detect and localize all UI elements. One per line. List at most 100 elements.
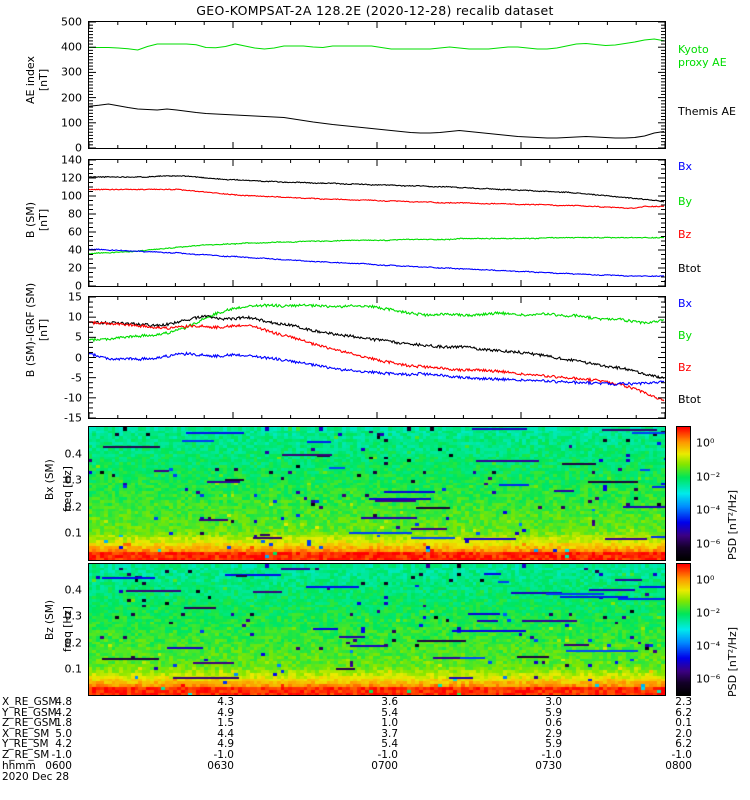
panel-bz-spectrogram[interactable] (88, 563, 666, 696)
ephemeris-value: 4.4 (217, 727, 234, 740)
yaxis-tick-label: -10 (64, 391, 82, 405)
colorbar-bz-label: PSD [nT²/Hz] (726, 626, 739, 697)
ephemeris-value: 4.2 (55, 706, 72, 719)
ephemeris-value: 0.1 (675, 717, 692, 730)
bz-spectrogram-image (89, 564, 665, 695)
ephemeris-row-label: Y_RE_GSM (2, 706, 57, 719)
panel-b-sm-minus-igrf[interactable] (88, 296, 666, 419)
panel-ae-index[interactable] (88, 21, 666, 149)
ephemeris-date: 2020 Dec 28 (2, 771, 70, 783)
series-line (89, 38, 665, 51)
ephemeris-value: 0630 (207, 759, 234, 772)
yaxis-label-bigrf: B (SM)-IGRF (SM) [nT] (24, 282, 50, 378)
yaxis-label-ae: AE index [nT] (24, 55, 50, 105)
ephemeris-value: -1.0 (377, 748, 399, 761)
ephemeris-row: Y_RE_SM 4.2 4.9 5.4 5.9 6.2 (2, 739, 748, 750)
legend-igrf-bz: Bz (678, 361, 692, 374)
ephemeris-value: 5.4 (381, 706, 398, 719)
yaxis-label-bx-spec-freq: freq [Hz] (62, 466, 74, 512)
panel-bx-spectrogram[interactable] (88, 426, 666, 561)
ephemeris-row: X_RE_GSM 4.8 4.3 3.6 3.0 2.3 (2, 697, 748, 708)
yaxis-tick-label: 300 (61, 65, 82, 79)
ephemeris-value: 4.2 (55, 738, 72, 751)
yaxis-tick-label: 20 (68, 261, 82, 275)
colorbar-tick-label: 10⁻⁴ (696, 503, 721, 517)
ephemeris-value: 2.9 (545, 727, 562, 740)
yaxis-tick-label: -15 (64, 411, 82, 425)
ephemeris-value: 3.6 (381, 696, 398, 708)
ephemeris-value: 1.8 (55, 717, 72, 730)
yaxis-tick-label: 0.3 (64, 609, 83, 623)
ephemeris-row: Y_RE_GSM 4.2 4.9 5.4 5.9 6.2 (2, 706, 748, 719)
ephemeris-row-label: Z_RE_SM (2, 748, 50, 761)
legend-kyoto-proxy-ae: Kyoto proxy AE (678, 43, 727, 69)
ephemeris-value: 3.0 (545, 696, 562, 708)
legend-bsm-bz: Bz (678, 228, 692, 241)
yaxis-tick-label: 0 (75, 279, 82, 293)
yaxis-tick-label: -5 (71, 371, 82, 385)
ephemeris-value: 0.6 (545, 717, 562, 730)
yaxis-tick-label: 0 (75, 141, 82, 155)
yaxis-tick-label: 15 (68, 290, 82, 304)
yaxis-tick-label: 40 (68, 243, 82, 257)
colorbar-bx (676, 426, 691, 561)
yaxis-tick-label: 400 (61, 40, 82, 54)
ephemeris-row: hhmm 0600 0630 0700 0730 0800 (2, 759, 748, 772)
ephemeris-value: 4.9 (217, 706, 234, 719)
yaxis-tick-label: 5 (75, 330, 82, 344)
ephemeris-value: 0730 (535, 759, 562, 772)
ephemeris-value: -1.0 (213, 748, 235, 761)
ephemeris-value: 1.5 (217, 717, 234, 730)
ephemeris-value: 4.3 (217, 696, 234, 708)
ephemeris-value: 0800 (665, 759, 692, 772)
legend-bsm-bx: Bx (678, 160, 693, 173)
ephemeris-value: -1.0 (51, 748, 73, 761)
series-line (89, 351, 665, 387)
ephemeris-value: 5.9 (545, 706, 562, 719)
series-line (89, 188, 665, 210)
ephemeris-value: 5.4 (381, 738, 398, 751)
legend-igrf-btot: Btot (678, 393, 701, 406)
ephemeris-value: 3.7 (381, 727, 398, 740)
yaxis-tick-label: 0.1 (64, 526, 83, 540)
yaxis-tick-label: 60 (68, 225, 82, 239)
colorbar-bz (676, 563, 691, 696)
ephemeris-row-label: Z_RE_GSM (2, 717, 58, 730)
legend-igrf-by: By (678, 329, 693, 342)
colorbar-tick-label: 10⁰ (696, 436, 715, 450)
legend-themis-ae: Themis AE (678, 105, 736, 118)
ephemeris-value: 6.2 (675, 706, 692, 719)
yaxis-tick-label: 140 (61, 153, 82, 167)
ephemeris-row-label: Y_RE_SM (2, 738, 49, 751)
ephemeris-value: 4.9 (217, 738, 234, 751)
yaxis-label-bz-spec-freq: freq [Hz] (62, 606, 74, 652)
colorbar-tick-label: 10⁰ (696, 573, 715, 587)
ephemeris-value: 5.0 (55, 727, 72, 740)
colorbar-tick-label: 10⁻² (696, 470, 721, 484)
bx-spectrogram-image (89, 427, 665, 560)
yaxis-tick-label: 80 (68, 207, 82, 221)
yaxis-tick-label: 100 (61, 116, 82, 130)
yaxis-tick-label: 0.1 (64, 662, 83, 676)
ephemeris-row-label: X_RE_SM (2, 727, 50, 740)
ephemeris-value: 2.0 (675, 727, 692, 740)
yaxis-tick-label: 200 (61, 91, 82, 105)
colorbar-bx-label: PSD [nT²/Hz] (726, 489, 739, 560)
colorbar-tick-label: 10⁻⁶ (696, 672, 721, 686)
ephemeris-value: 6.2 (675, 738, 692, 751)
yaxis-tick-label: 0.2 (64, 500, 83, 514)
legend-bsm-by: By (678, 195, 693, 208)
ephemeris-row: Z_RE_GSM 1.8 1.5 1.0 0.6 0.1 (2, 718, 748, 729)
ephemeris-value: 2.3 (675, 696, 692, 708)
ephemeris-row-label: hhmm (2, 759, 36, 772)
yaxis-tick-label: 500 (61, 15, 82, 29)
ephemeris-row: Z_RE_SM -1.0 -1.0 -1.0 -1.0 -1.0 (2, 750, 748, 761)
panel-b-sm[interactable] (88, 159, 666, 287)
series-line (89, 103, 665, 139)
ephemeris-value: 5.9 (545, 738, 562, 751)
ephemeris-value: -1.0 (671, 748, 693, 761)
series-line (89, 303, 665, 343)
yaxis-tick-label: 10 (68, 310, 82, 324)
series-line (89, 248, 665, 278)
